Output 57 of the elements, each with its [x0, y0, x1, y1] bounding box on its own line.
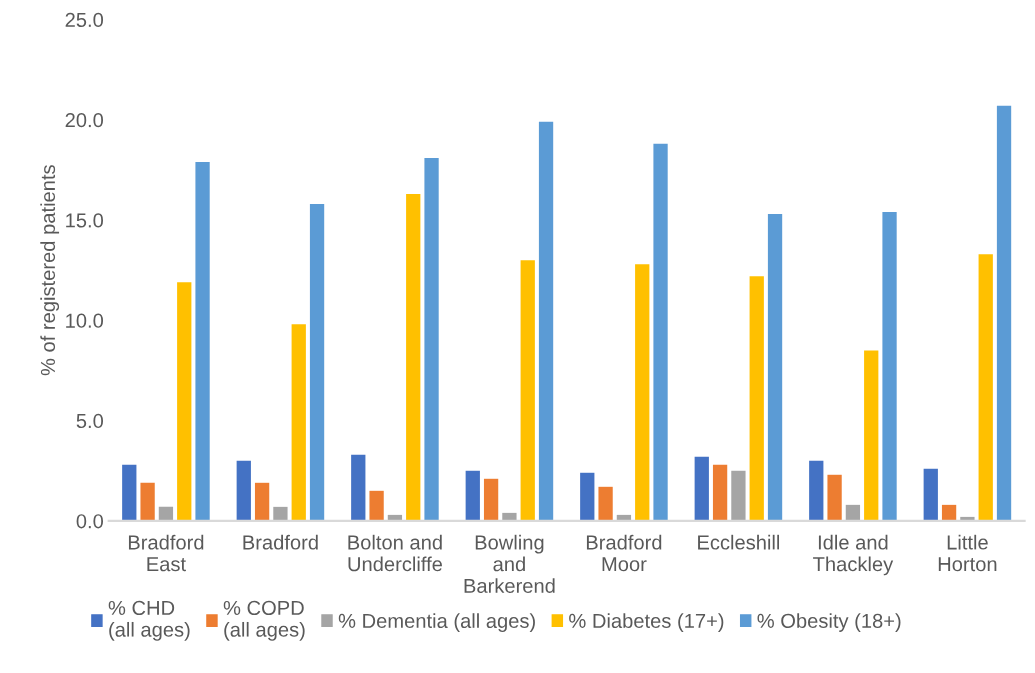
legend-label: % Dementia (all ages)	[338, 613, 535, 632]
bar	[827, 474, 842, 521]
y-tick-label: 5.0	[76, 413, 104, 429]
legend-label: % COPD (all ages)	[223, 600, 305, 641]
bar	[465, 470, 480, 521]
y-tick-label: 0.0	[76, 514, 104, 529]
bar	[158, 506, 174, 521]
x-tick-label: Little Horton	[938, 534, 997, 572]
bar	[653, 143, 668, 521]
legend-label: % Diabetes (17+)	[569, 613, 724, 632]
bar	[502, 512, 517, 521]
bar	[580, 472, 595, 521]
x-tick-label: Eccleshill	[698, 534, 780, 550]
bar	[538, 121, 554, 521]
bar	[406, 194, 421, 521]
bar	[598, 486, 613, 521]
legend-label: % CHD (all ages)	[108, 600, 190, 641]
bar	[122, 464, 137, 521]
bar	[236, 460, 251, 521]
bar	[424, 157, 439, 521]
legend-label: % Obesity (18+)	[757, 613, 901, 632]
bar	[369, 490, 384, 521]
bar	[864, 350, 879, 521]
x-tick-label: Bolton and Undercliffe	[348, 534, 442, 572]
bar	[978, 254, 993, 521]
x-tick-label: Bradford Moor	[586, 534, 662, 572]
bar	[140, 482, 155, 521]
bar	[712, 464, 728, 521]
bar	[845, 504, 861, 521]
bar	[996, 105, 1012, 521]
y-tick-label: 15.0	[66, 213, 104, 228]
bar	[923, 468, 938, 521]
bar	[882, 212, 897, 521]
y-tick-label: 20.0	[65, 113, 104, 128]
bar	[809, 460, 824, 521]
bar	[195, 161, 210, 521]
bar	[309, 204, 325, 521]
bar	[254, 482, 270, 521]
y-axis-title: % of registered patients	[40, 165, 60, 376]
bar	[749, 276, 764, 521]
bar	[483, 478, 499, 521]
bar	[291, 324, 306, 521]
bar	[177, 282, 192, 521]
bar	[273, 506, 288, 521]
bar	[941, 504, 957, 521]
y-tick-label: 10.0	[66, 313, 104, 328]
bar	[767, 214, 783, 521]
x-tick-label: Bradford	[243, 534, 318, 550]
x-tick-label: Bradford East	[128, 534, 204, 572]
bar	[520, 260, 535, 521]
bar	[694, 456, 709, 521]
x-tick-label: Bowling and Barkerend	[464, 534, 555, 593]
bar	[731, 470, 746, 521]
y-tick-label: 25.0	[65, 12, 104, 28]
bar	[351, 454, 366, 521]
x-tick-label: Idle and Thackley	[813, 534, 894, 576]
bar	[635, 264, 650, 521]
